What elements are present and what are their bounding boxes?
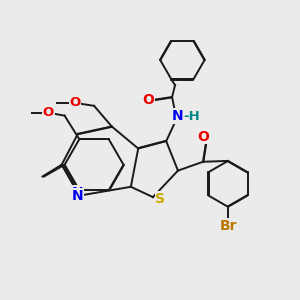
Text: -H: -H xyxy=(183,110,200,123)
Text: S: S xyxy=(155,192,165,206)
Text: N: N xyxy=(172,109,184,123)
Text: N: N xyxy=(72,186,84,200)
Text: O: O xyxy=(69,96,80,110)
Text: Br: Br xyxy=(219,219,237,233)
Text: O: O xyxy=(142,93,154,107)
Text: O: O xyxy=(43,106,54,119)
Text: O: O xyxy=(197,130,209,144)
Text: N: N xyxy=(72,189,84,202)
